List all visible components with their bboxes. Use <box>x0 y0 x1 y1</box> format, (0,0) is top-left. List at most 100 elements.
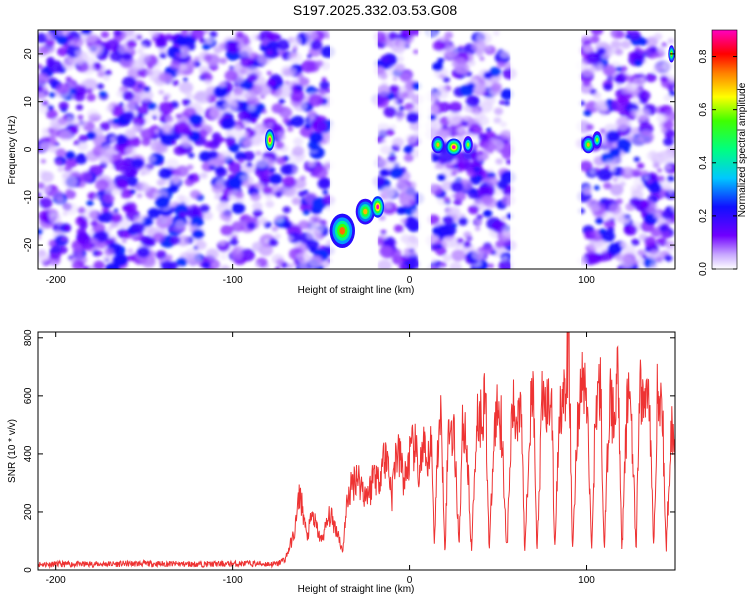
spectrogram-cell <box>262 109 267 114</box>
spectrogram-cell <box>615 117 631 131</box>
spectrogram-cell <box>501 255 509 262</box>
spectrogram-cell <box>392 249 402 257</box>
spectrogram-cell <box>668 90 675 97</box>
spectrogram-cell <box>111 105 125 117</box>
spectrogram-cell <box>664 240 675 249</box>
spectrogram-cell <box>79 171 93 183</box>
spectrogram-cell <box>607 242 622 256</box>
spectrogram-cell <box>136 246 150 258</box>
spectrogram-cell <box>292 146 305 156</box>
spectrogram-cell <box>409 121 422 131</box>
spectrogram-cell <box>403 145 414 154</box>
spectrogram-cell <box>178 211 187 218</box>
spectrogram-cell <box>479 184 495 198</box>
spectrogram-cell <box>389 167 404 179</box>
spectrogram-cell <box>71 37 84 48</box>
spectrogram-cell <box>122 91 135 101</box>
spectrogram-cell <box>84 30 91 35</box>
tick-label: 0.0 <box>698 262 709 276</box>
spectrogram-cell <box>49 128 61 138</box>
snr-series-line <box>38 332 675 570</box>
spectrogram-cell <box>665 164 671 170</box>
spectrogram-cell <box>39 141 52 152</box>
tick-label: -10 <box>23 190 34 205</box>
spectrogram-cell <box>55 30 71 37</box>
spectrogram-cell <box>76 228 87 236</box>
spectrogram-cell <box>638 37 648 46</box>
spectrogram-cell <box>88 43 104 56</box>
spectrogram-y-label: Frequency (Hz) <box>7 116 18 185</box>
spectrogram-cell <box>584 189 591 195</box>
spectrogram-cell <box>268 166 276 173</box>
snr-panel: -200 -100 0 100 0 200 400 600 800 Height of str… <box>7 329 676 595</box>
spectrogram-cell <box>662 61 674 71</box>
spectrogram-cell <box>99 91 108 98</box>
spectrogram-cell <box>217 167 225 174</box>
spectrogram-cell <box>240 56 254 68</box>
spectrogram-cell <box>90 243 96 248</box>
spectrogram-cell <box>649 262 658 269</box>
spectrogram-cell <box>398 263 408 269</box>
spectrogram-cell <box>136 106 149 116</box>
spectrogram-cell <box>394 63 406 72</box>
spectrogram-cell <box>661 42 668 47</box>
spectrogram-cell <box>291 197 302 206</box>
spectrogram-cell <box>219 150 232 162</box>
spectrogram-cell <box>265 200 275 208</box>
spectrogram-cell <box>429 30 438 37</box>
spectrogram-cell <box>99 122 111 131</box>
spectrogram-cell <box>226 40 242 54</box>
spectrogram-cell <box>477 150 484 156</box>
spectrogram-cell <box>403 251 411 258</box>
spectrogram-cell <box>633 77 645 88</box>
spectrogram-cell <box>187 174 195 180</box>
spectrogram-cell <box>307 54 312 59</box>
spectrogram-cell <box>655 65 663 71</box>
spectrogram-cell <box>461 120 469 127</box>
spectrogram-cell <box>488 263 494 269</box>
spectrogram-cell <box>242 131 250 137</box>
tick-label: 10 <box>23 96 34 108</box>
spectrogram-cell <box>77 206 86 214</box>
spectrogram-cell <box>288 232 302 244</box>
spectrogram-cell <box>65 76 72 82</box>
spectrogram-cell <box>136 181 149 192</box>
spectrogram-cell <box>462 116 470 122</box>
spectrogram-cell <box>192 224 198 229</box>
spectrogram-cell <box>486 127 492 132</box>
spectrogram-cell <box>126 39 137 49</box>
spectrogram-cell <box>269 173 283 185</box>
spectrogram-cell <box>56 47 69 57</box>
spectrogram-cell <box>235 31 244 38</box>
spectrogram-cell <box>218 136 226 143</box>
spectrogram-cell <box>49 248 55 253</box>
spectrogram-cell <box>195 90 211 104</box>
spectrogram-cell <box>38 72 49 85</box>
spectrogram-cell <box>399 30 412 38</box>
spectrogram-cell <box>148 30 159 37</box>
spectrogram-cell <box>250 135 264 147</box>
hot-spot <box>376 204 380 210</box>
spectrogram-cell <box>112 118 120 125</box>
spectrogram-cell <box>62 115 68 120</box>
spectrogram-cell <box>496 61 506 68</box>
spectrogram-cell <box>669 76 675 85</box>
spectrogram-cell <box>182 127 193 137</box>
spectrogram-cell <box>56 35 68 45</box>
tick-label: 400 <box>23 445 34 462</box>
spectrogram-cell <box>495 158 504 165</box>
spectrogram-cell <box>431 152 436 157</box>
spectrogram-cell <box>256 83 272 96</box>
spectrogram-cell <box>317 178 331 190</box>
spectrogram-cell <box>77 115 83 121</box>
blank-bands <box>329 30 582 269</box>
spectrogram-cell <box>138 53 151 63</box>
spectrogram-cell <box>251 241 264 252</box>
spectrogram-cell <box>220 224 234 236</box>
spectrogram-cell <box>45 109 58 120</box>
spectrogram-cell <box>127 248 134 254</box>
spectrogram-cell <box>102 75 110 81</box>
spectrogram-cell <box>583 109 592 117</box>
